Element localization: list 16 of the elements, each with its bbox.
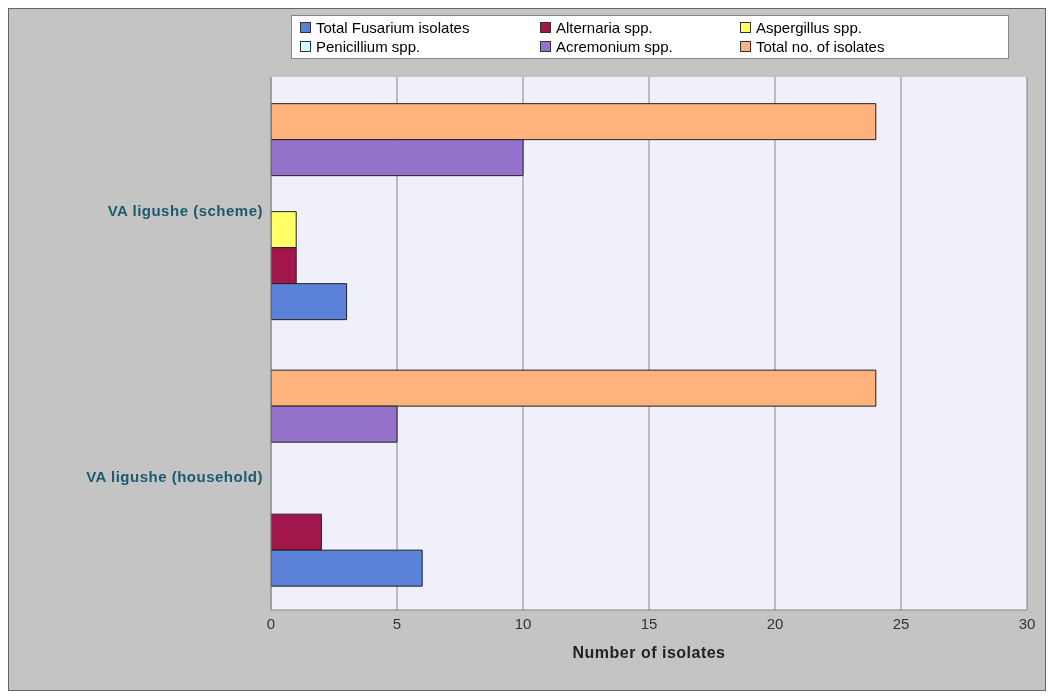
y-tick-label: VA ligushe (scheme) (107, 201, 263, 219)
legend-label: Acremonium spp. (556, 38, 673, 55)
x-tick-label: 25 (892, 614, 910, 632)
x-tick-label: 20 (766, 614, 784, 632)
x-tick-label: 0 (266, 614, 276, 632)
legend-label: Total Fusarium isolates (316, 19, 470, 36)
x-tick-label: 15 (640, 614, 658, 632)
y-tick-label: VA ligushe (household) (86, 468, 263, 486)
legend-label: Total no. of isolates (756, 38, 885, 55)
x-tick-label: 30 (1018, 614, 1036, 632)
x-tick-label: 10 (514, 614, 532, 632)
legend-label: Penicillium spp. (316, 38, 421, 55)
legend-label: Alternaria spp. (556, 19, 653, 36)
x-axis-title: Number of isolates (572, 644, 726, 661)
legend-label: Aspergillus spp. (756, 19, 862, 36)
x-tick-label: 5 (392, 614, 402, 632)
